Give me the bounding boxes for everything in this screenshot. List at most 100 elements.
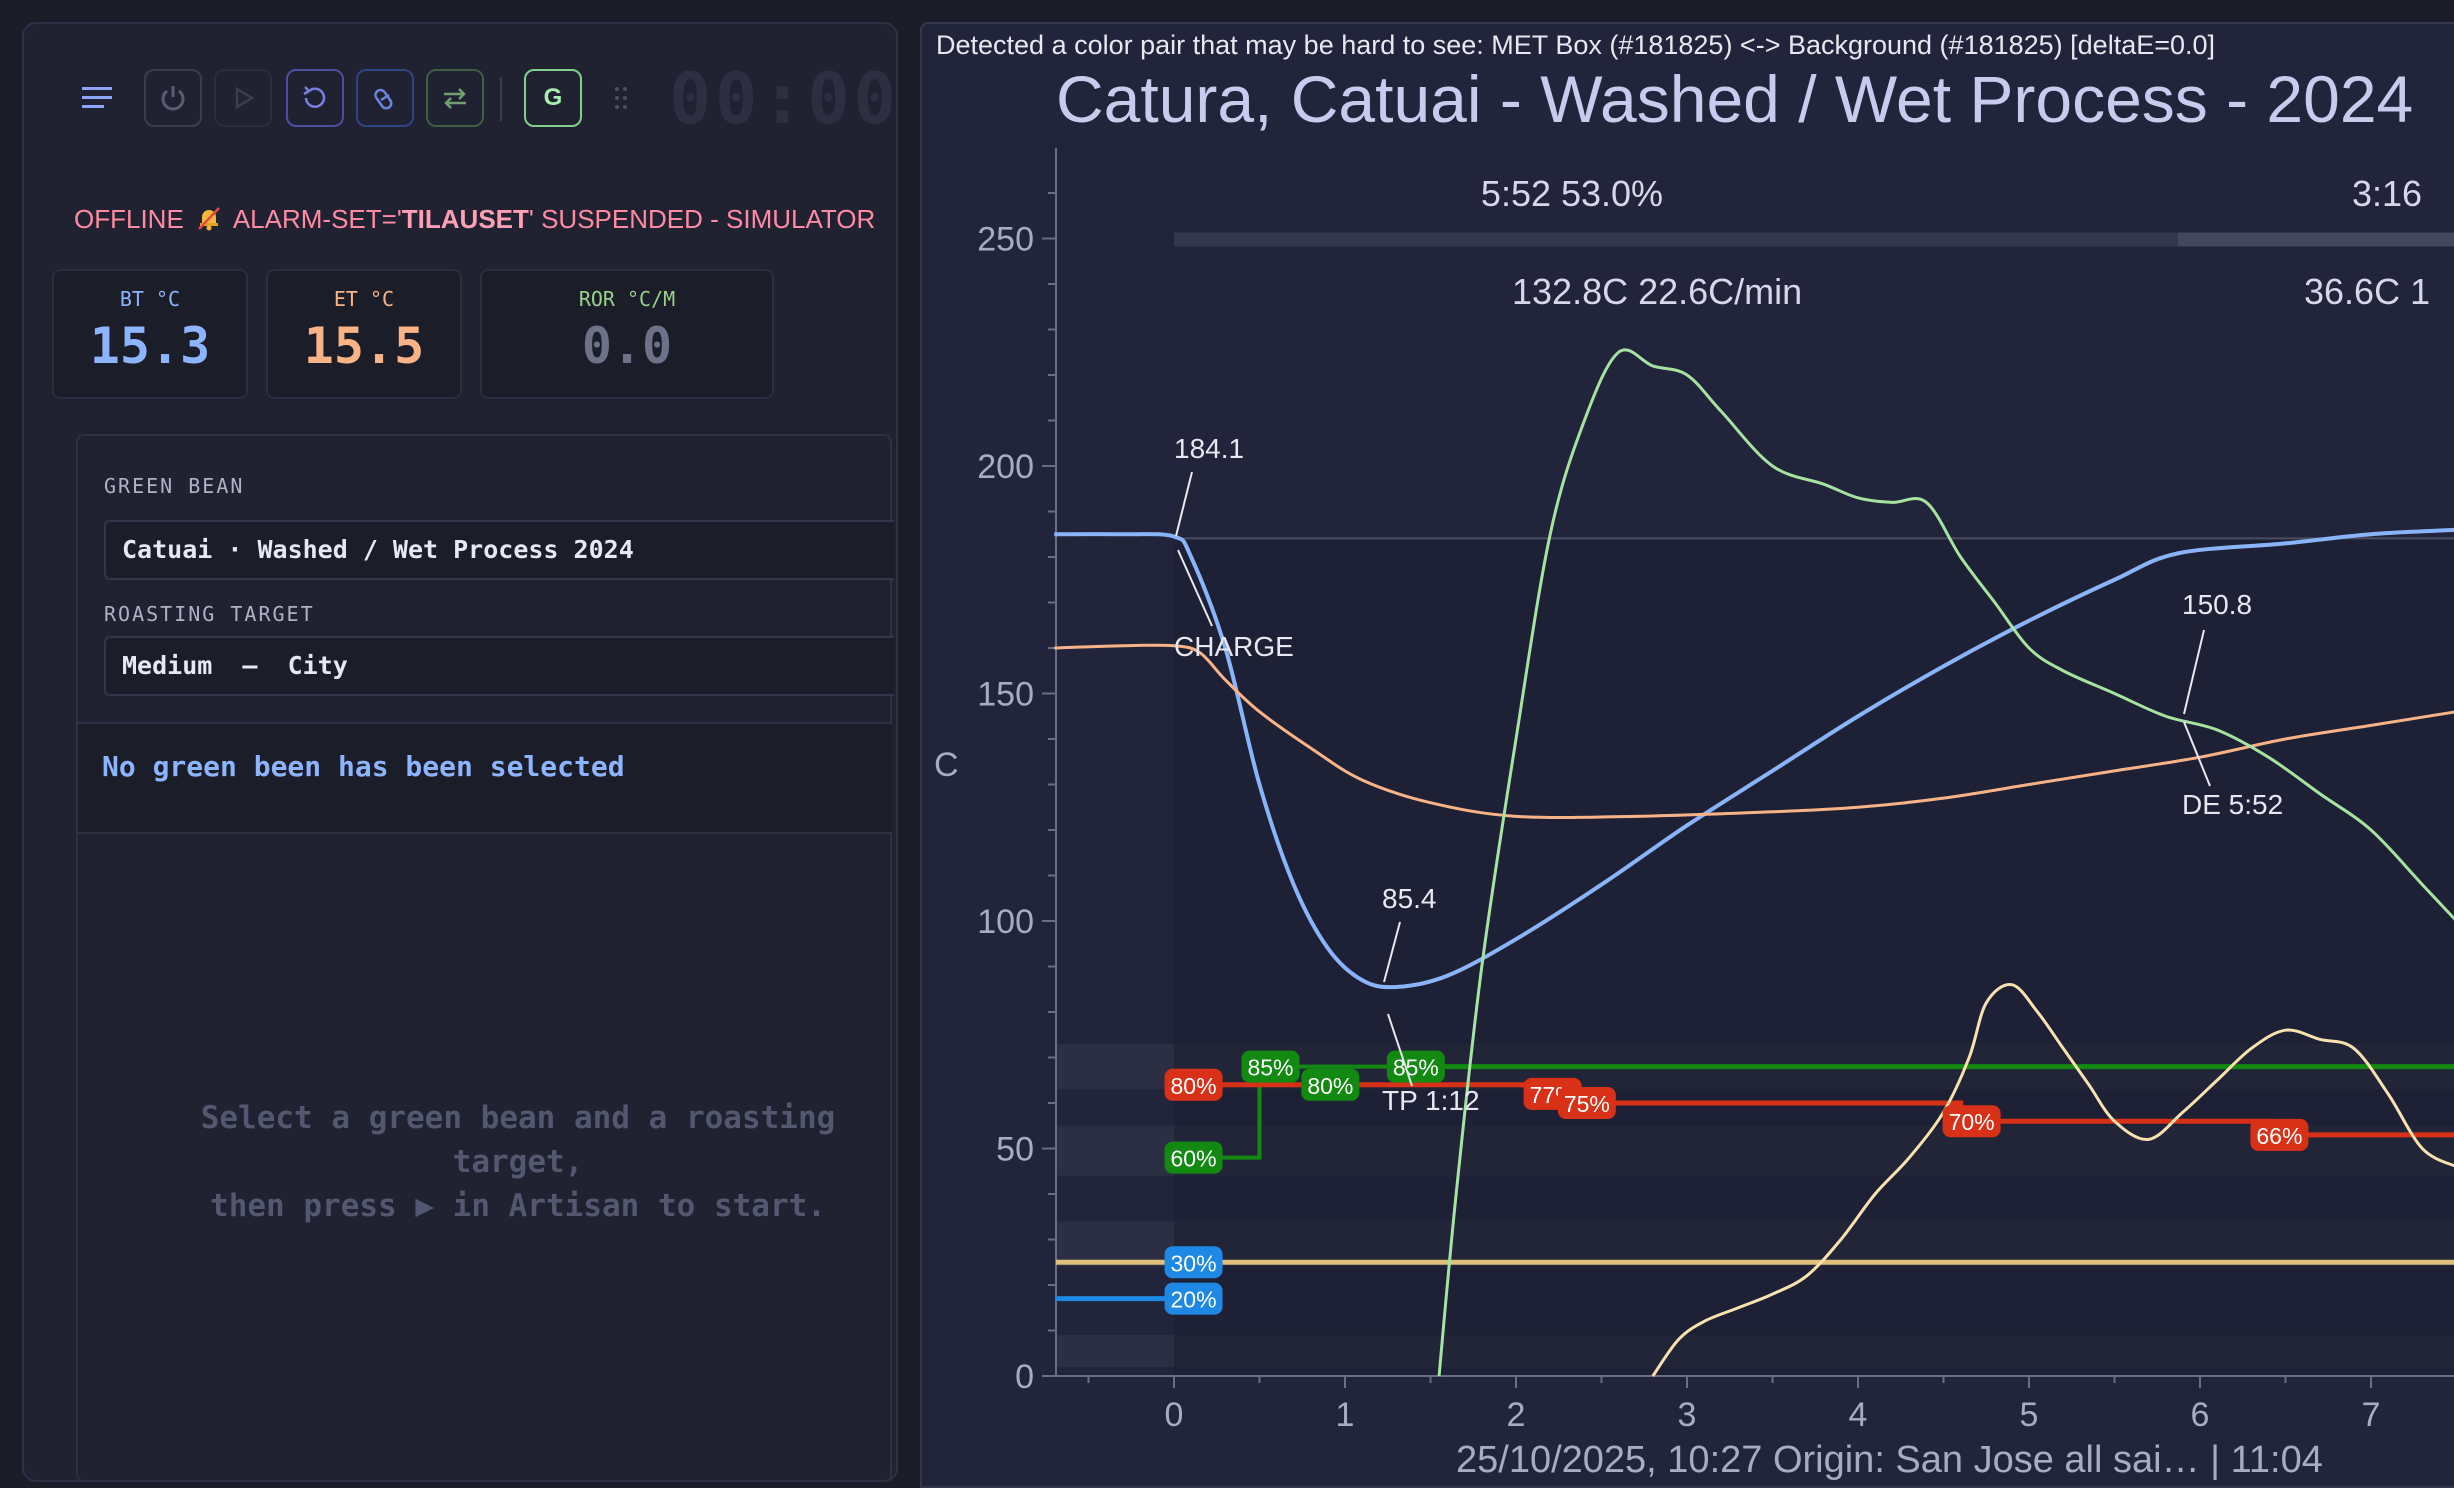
event-marker-7 (1942, 1105, 2001, 1138)
swap-icon (444, 88, 466, 109)
roast-timer: 00:00 (669, 58, 900, 140)
roast-chart-panel: Detected a color pair that may be hard t… (920, 22, 2454, 1488)
event-marker-label-9: 30% (1171, 1250, 1217, 1276)
et-label: ET °C (333, 287, 395, 311)
event-marker-label-7: 70% (1949, 1109, 1995, 1135)
bt-readout: BT °C 15.3 (52, 269, 248, 399)
bean-warning: No green been has been selected (78, 722, 892, 834)
tp-label: TP 1:12 (1382, 1085, 1480, 1116)
charge-temp-label-leader (1175, 471, 1193, 537)
event-marker-label-8: 66% (2256, 1123, 2302, 1149)
de-temp-label: 150.8 (2182, 589, 2252, 620)
ror-label: ROR °C/M (578, 287, 676, 311)
y-tick-label: 100 (977, 903, 1034, 941)
link-button[interactable] (356, 69, 414, 127)
hint-line-3: then press ▶ in Artisan to start. (210, 1188, 826, 1224)
et-readout: ET °C 15.5 (266, 269, 462, 399)
bt-curve (1054, 527, 2454, 990)
start-hint: Select a green bean and a roasting targe… (178, 1096, 858, 1228)
x-tick-label: 1 (1336, 1396, 1355, 1434)
tp-temp-label-leader (1383, 921, 1401, 983)
charge-label: CHARGE (1174, 631, 1294, 662)
power-button[interactable] (144, 69, 202, 127)
event-marker-label-0: 80% (1171, 1073, 1217, 1099)
ror-value: 0.0 (581, 317, 673, 375)
chart-title: Catura, Catuai - Washed / Wet Process - … (1056, 62, 2413, 136)
hint-line-1: Select a green bean and a roasting (200, 1100, 836, 1136)
ror-readout: ROR °C/M 0.0 (480, 269, 774, 399)
bt-label: BT °C (119, 287, 181, 311)
y-tick-label: 0 (1015, 1358, 1034, 1396)
roasting-target-select[interactable]: Medium – City (104, 636, 894, 696)
connection-status: OFFLINE ALARM-SET='TILAUSET' SUSPENDED -… (74, 204, 875, 239)
y-tick-label: 50 (996, 1131, 1034, 1169)
bean-selection-panel: GREEN BEAN Catuai · Washed / Wet Process… (76, 434, 894, 1482)
x-tick-label: 4 (1849, 1396, 1868, 1434)
x-tick-label: 0 (1165, 1396, 1184, 1434)
x-tick-label: 6 (2191, 1396, 2210, 1434)
green-bean-select[interactable]: Catuai · Washed / Wet Process 2024 (104, 520, 894, 580)
event-marker-8 (2250, 1118, 2309, 1151)
delta-curve (1651, 983, 2454, 1377)
reset-button[interactable] (286, 69, 344, 127)
reset-icon (303, 86, 326, 108)
de-label: DE 5:52 (2182, 789, 2283, 820)
y-tick-label: 250 (977, 221, 1034, 259)
drag-handle-icon[interactable] (614, 85, 628, 111)
event-marker-6 (1557, 1087, 1616, 1119)
bell-muted-icon (195, 204, 223, 239)
charge-temp-label: 184.1 (1174, 433, 1244, 464)
toolbar-separator (500, 77, 502, 121)
event-marker-label-4: 60% (1171, 1146, 1217, 1172)
event-marker-0 (1164, 1068, 1223, 1101)
status-alarm-prefix: ALARM-SET=' (232, 204, 402, 234)
y-tick-label: 150 (977, 676, 1034, 714)
control-panel: G 00:00 OFFLINE ALARM-SET='TILAUSET' SUS… (22, 22, 898, 1482)
x-tick-label: 7 (2362, 1396, 2381, 1434)
phase-bar-maillard (2177, 232, 2454, 247)
et-curve (1054, 643, 2454, 820)
event-marker-label-3: 85% (1393, 1055, 1439, 1081)
menu-icon[interactable] (82, 85, 112, 111)
start-button[interactable] (214, 69, 272, 127)
tp-temp-label: 85.4 (1382, 883, 1437, 914)
g-icon: G (543, 84, 563, 111)
status-offline: OFFLINE (74, 204, 184, 234)
y-tick-label: 200 (977, 448, 1034, 486)
x-tick-label: 3 (1678, 1396, 1697, 1434)
charge-label-leader (1177, 549, 1213, 627)
power-icon (161, 86, 185, 111)
bean-warning-text: No green been has been selected (102, 750, 625, 783)
event-marker-label-6: 75% (1564, 1091, 1610, 1117)
event-marker-label-10: 20% (1171, 1287, 1217, 1313)
roast-area (1174, 538, 2454, 1376)
toolbar: G 00:00 (54, 64, 896, 134)
stats-1-text: 132.8C 22.6C/min (1512, 271, 1802, 312)
phase-1-text: 5:52 53.0% (1481, 173, 1663, 214)
x-tick-label: 5 (2020, 1396, 2039, 1434)
event-marker-2 (1301, 1068, 1360, 1101)
event-marker-3 (1386, 1050, 1445, 1083)
color-warning: Detected a color pair that may be hard t… (936, 30, 2215, 60)
hint-line-2: target, (452, 1144, 584, 1180)
play-icon (235, 86, 255, 110)
ror-curve (1437, 348, 2454, 1377)
phase-bar-drying (1174, 232, 2178, 247)
event-marker-4 (1164, 1141, 1223, 1174)
stats-2-text: 36.6C 1 (2304, 271, 2430, 312)
y-axis-label: C (934, 746, 959, 784)
g-button[interactable]: G (524, 69, 582, 127)
et-value: 15.5 (303, 317, 425, 375)
phase-2-text: 3:16 (2352, 173, 2422, 214)
de-temp-label-leader (2183, 629, 2205, 715)
event-marker-1 (1241, 1050, 1300, 1083)
bt-value: 15.3 (89, 317, 211, 375)
de-label-leader (2183, 721, 2211, 787)
roasting-target-label: ROASTING TARGET (104, 602, 315, 626)
swap-button[interactable] (426, 69, 484, 127)
tp-label-leader (1387, 1013, 1413, 1087)
event-marker-10 (1164, 1282, 1223, 1315)
chart-footer: 25/10/2025, 10:27 Origin: San Jose all s… (1456, 1439, 2323, 1481)
x-tick-label: 2 (1507, 1396, 1526, 1434)
roast-chart[interactable]: Detected a color pair that may be hard t… (922, 24, 2454, 1488)
